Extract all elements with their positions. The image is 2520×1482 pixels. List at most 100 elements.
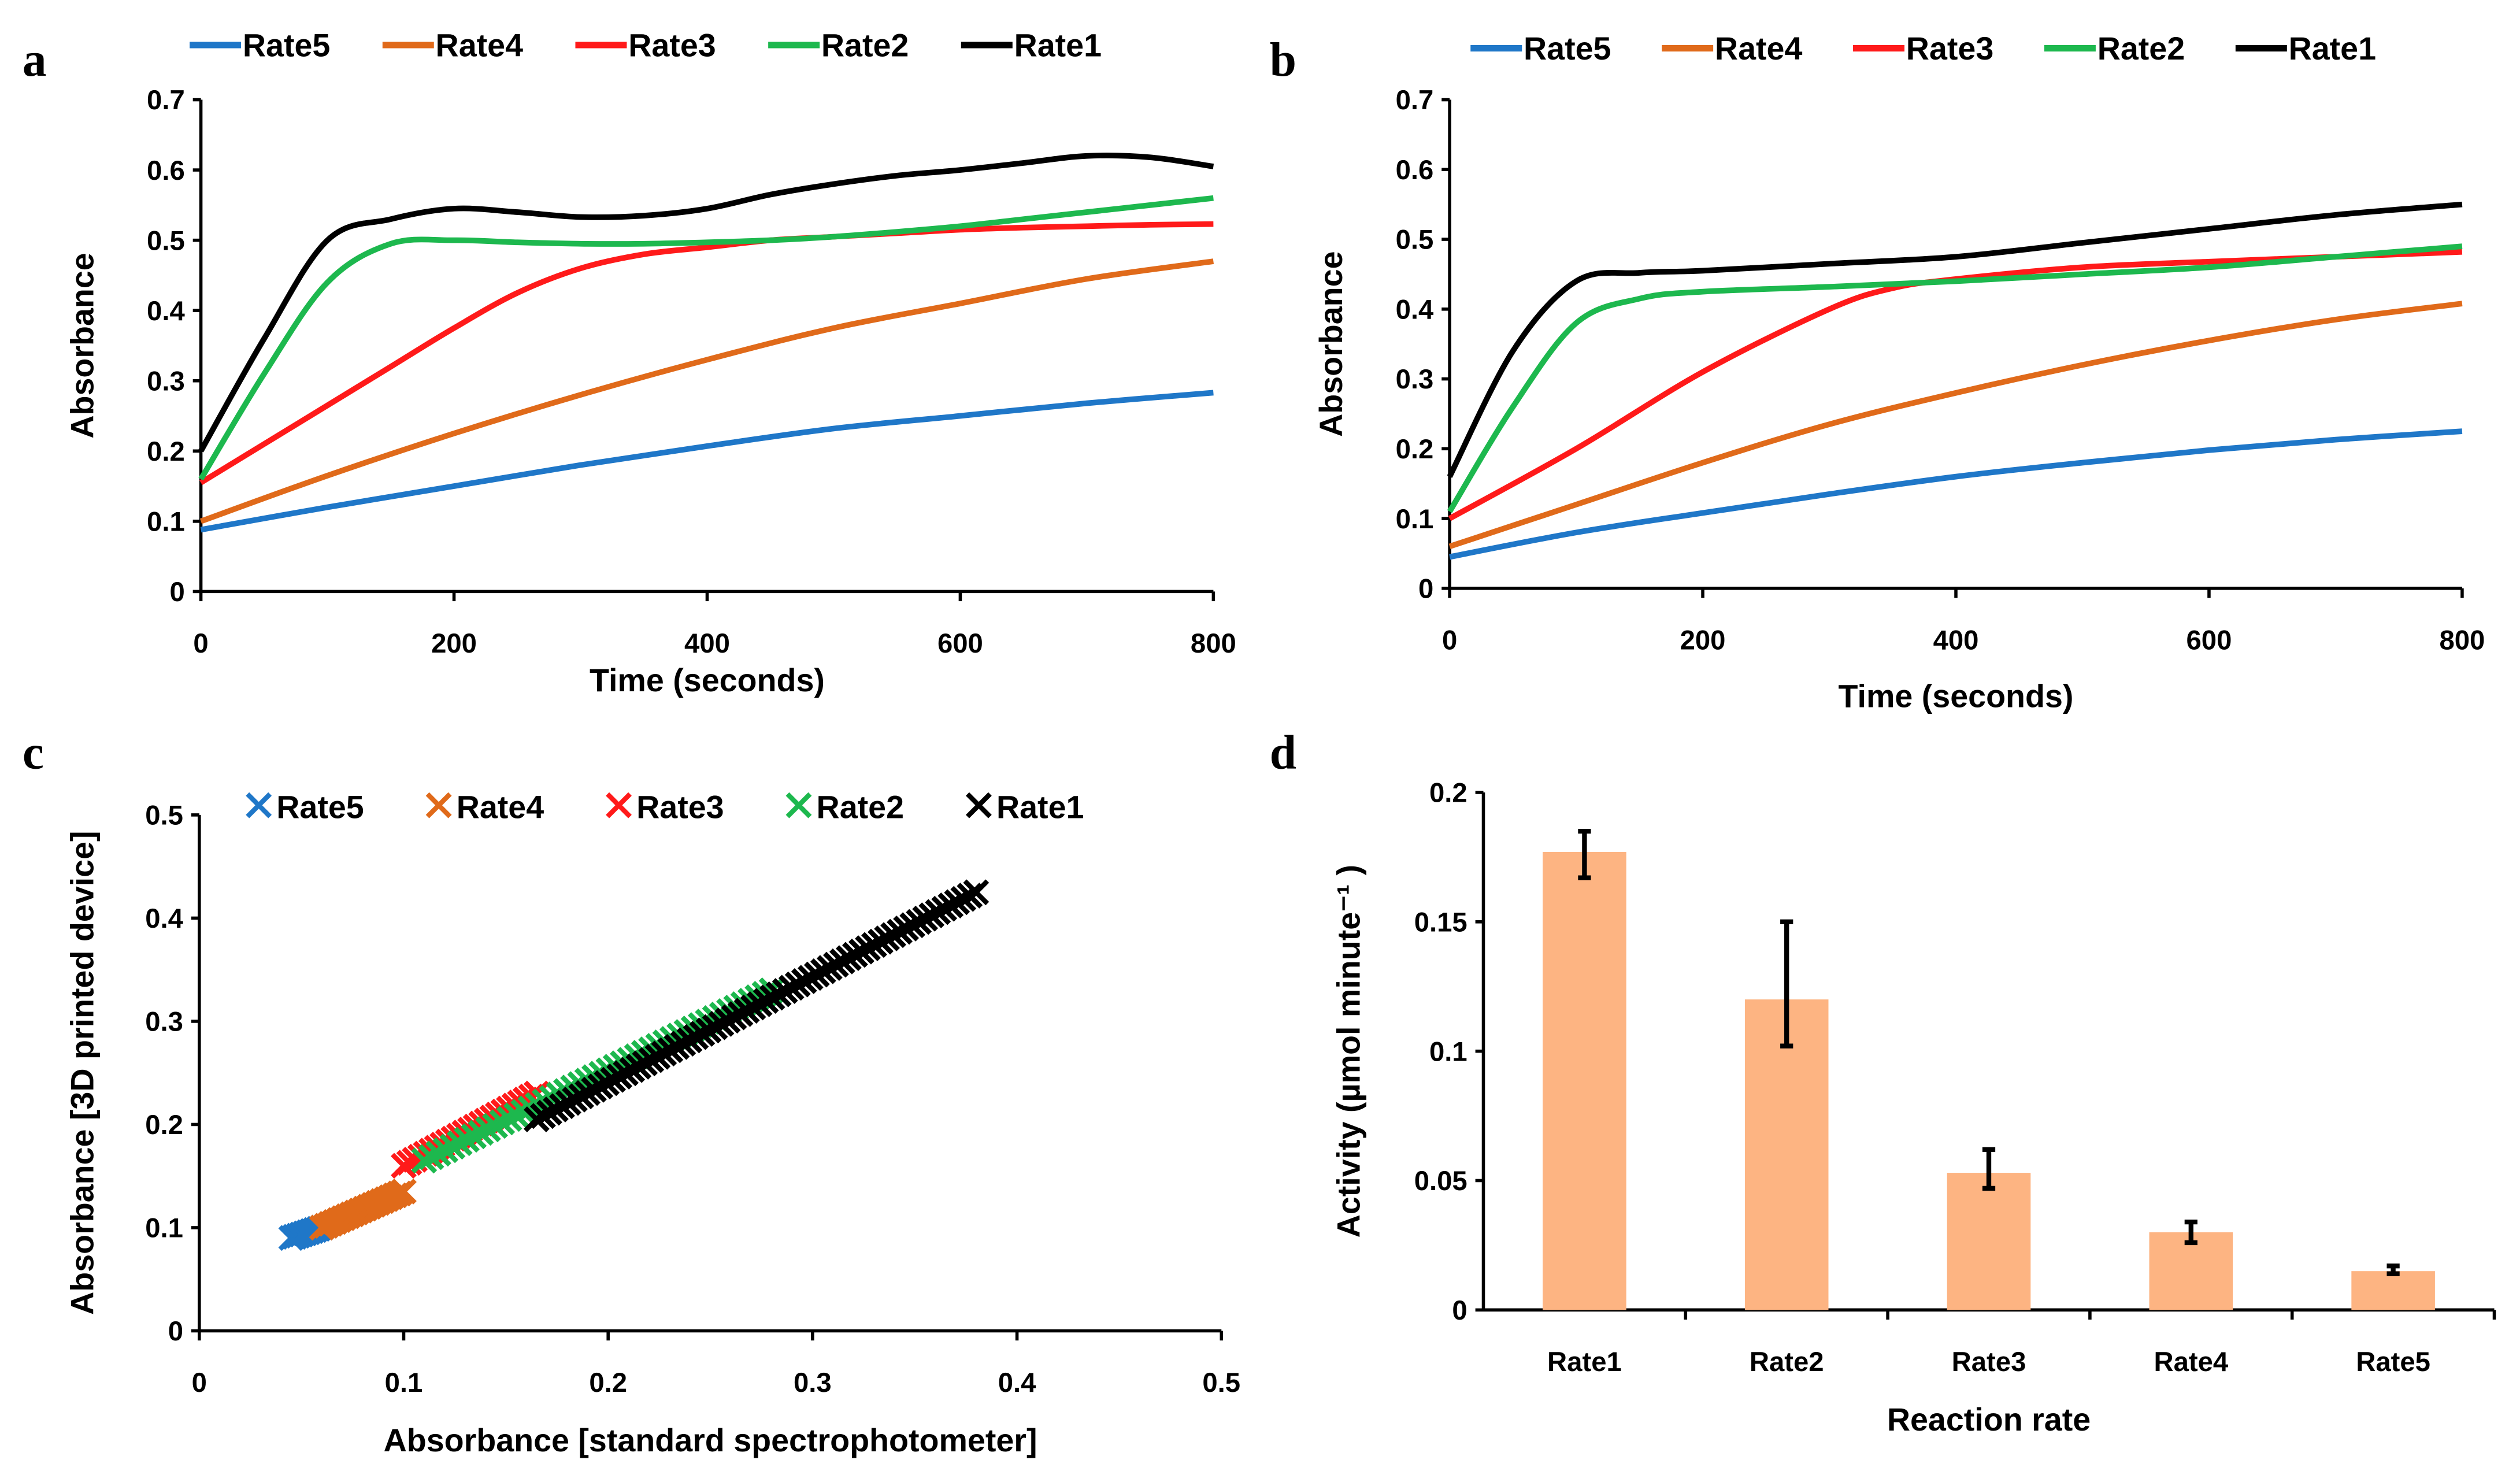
data-point [489,1109,516,1136]
x-tick-label: 0.5 [1202,1368,1240,1398]
y-tick-label: 0.15 [1414,907,1467,938]
data-point [461,1123,487,1150]
legend-marker-rate3 [606,792,632,818]
legend-label-rate5: Rate5 [243,27,330,63]
y-axis-title: Absorbance [64,253,100,438]
data-point [411,1147,438,1174]
panel-label-d: d [1270,726,1296,779]
series-line-rate1 [198,153,1214,453]
y-tick-label: 0.1 [1429,1036,1467,1067]
error-bar-rate5 [2386,1264,2400,1276]
y-tick-label: 0.5 [145,801,183,831]
y-tick-label: 0.05 [1414,1166,1467,1196]
legend-marker-rate5 [246,792,272,818]
error-bar-rate4 [2184,1219,2197,1246]
y-tick-label: 0.2 [147,436,185,467]
x-tick-label: 0.3 [794,1368,832,1398]
legend-marker-rate1 [965,792,992,818]
x-axis-title: Absorbance [standard spectrophotometer] [384,1422,1037,1458]
x-tick-label: Rate4 [2154,1347,2228,1377]
bar-rate1 [1543,851,1626,1310]
y-tick-label: 0.7 [147,85,185,116]
bar-rate2 [1744,999,1829,1310]
legend-label-rate3: Rate3 [1906,31,1993,66]
error-bar-rate3 [1982,1147,1996,1191]
x-tick-label: 800 [1191,628,1236,659]
data-point [510,1099,537,1125]
legend-marker-rate4 [425,792,452,818]
y-tick-label: 0.2 [1396,434,1434,465]
x-tick-label: 600 [937,628,983,659]
x-tick-label: 400 [684,628,730,659]
y-tick-label: 0.1 [1396,504,1434,535]
series-line-rate2 [1447,243,2463,513]
bar-rate5 [2351,1271,2435,1310]
error-bar-rate1 [1578,828,1591,880]
y-tick-label: 0.5 [147,225,185,256]
legend-label-rate3: Rate3 [628,27,716,63]
data-point [439,1133,466,1160]
x-tick-label: 0.4 [998,1368,1036,1398]
data-point [496,1106,522,1132]
x-tick-label: 600 [2187,625,2232,656]
y-axis-title: Absorbance [3D printed device] [64,831,100,1314]
y-tick-label: 0.7 [1396,85,1434,116]
x-axis-title: Time (seconds) [590,662,825,698]
data-point [454,1127,480,1153]
data-point [446,1130,473,1157]
legend-label-rate5: Rate5 [276,789,364,825]
series-points-rate4 [309,1179,417,1241]
x-tick-label: Rate1 [1547,1347,1622,1377]
x-tick-label: 200 [1680,625,1726,656]
series-points-rate5 [278,1214,335,1251]
series-line-rate4 [199,258,1214,524]
x-tick-label: 0.1 [385,1368,423,1398]
data-point [391,1179,417,1205]
x-tick-label: Rate5 [2356,1347,2430,1377]
legend-label-rate4: Rate4 [1715,31,1803,66]
x-tick-label: 0.2 [589,1368,627,1398]
legend-marker-rate2 [785,792,812,818]
data-point [425,1140,451,1167]
y-tick-label: 0 [169,577,184,607]
series-line-rate4 [1448,301,2463,550]
x-tick-label: 0 [192,1368,207,1398]
y-tick-label: 0.2 [1429,778,1467,809]
legend-label-rate1: Rate1 [1014,27,1102,63]
y-axis-title: Activity (µmol minute⁻¹ ) [1331,865,1366,1238]
x-axis-title: Time (seconds) [1839,679,2074,714]
y-axis-title: Absorbance [1313,251,1349,436]
bar-rate3 [1947,1173,2031,1310]
y-tick-label: 0.4 [1396,294,1434,325]
x-tick-label: Rate2 [1750,1347,1824,1377]
series-line-rate5 [200,390,1214,533]
data-point [475,1116,501,1143]
error-bar-rate2 [1780,919,1793,1048]
legend-label-rate2: Rate2 [817,789,904,825]
x-tick-label: 0 [193,628,208,659]
y-tick-label: 0.2 [145,1110,183,1140]
panel-label-b: b [1270,34,1296,87]
legend-label-rate2: Rate2 [821,27,909,63]
x-tick-label: 400 [1933,625,1979,656]
y-tick-label: 0.3 [145,1007,183,1038]
y-tick-label: 0.3 [147,366,185,397]
y-tick-label: 0 [168,1316,183,1347]
data-point [418,1144,444,1170]
legend-label-rate1: Rate1 [996,789,1084,825]
series-line-rate2 [198,195,1214,481]
panel-label-c: c [23,726,44,779]
series-line-rate1 [1447,201,2463,478]
legend-label-rate2: Rate2 [2097,31,2185,66]
panel-label-a: a [23,34,47,87]
data-point [482,1113,508,1139]
x-axis-title: Reaction rate [1887,1402,2091,1437]
x-tick-label: 0 [1442,625,1457,656]
y-tick-label: 0.6 [1396,155,1434,186]
y-tick-label: 0.4 [147,296,185,327]
data-point [503,1102,529,1129]
legend-label-rate3: Rate3 [636,789,724,825]
series-line-rate5 [1449,428,2463,560]
y-tick-label: 0.5 [1396,225,1434,255]
